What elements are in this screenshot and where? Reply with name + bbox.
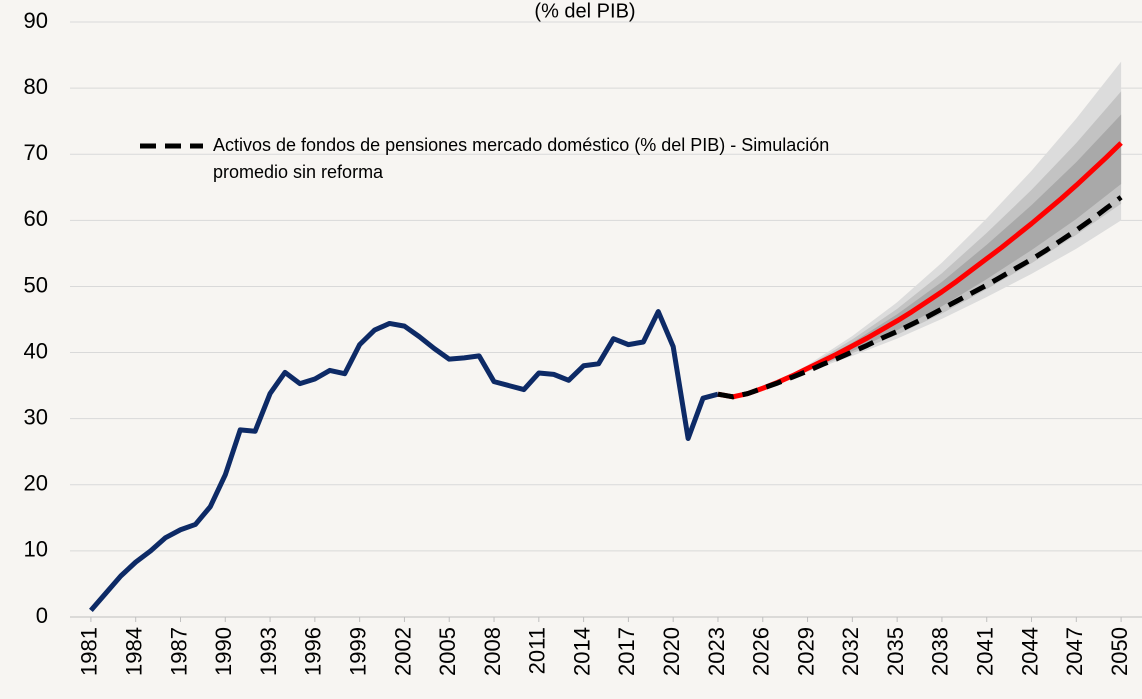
x-tick-label: 2041 xyxy=(973,627,998,676)
x-tick-label: 2023 xyxy=(704,627,729,676)
axes: 0 10 20 30 40 50 60 70 80 90 1981 1984 1987 1990 1993 1… xyxy=(24,8,1142,676)
x-tick-label: 2020 xyxy=(659,627,684,676)
y-tick-label: 70 xyxy=(24,140,48,165)
legend-label: Activos de fondos de pensiones mercado d… xyxy=(213,135,830,182)
y-tick-label: 90 xyxy=(24,8,48,33)
x-tick-label: 1987 xyxy=(166,627,191,676)
y-tick-label: 50 xyxy=(24,272,48,297)
x-tick-label: 1990 xyxy=(211,627,236,676)
legend: Activos de fondos de pensiones mercado d… xyxy=(140,135,830,182)
fan-band xyxy=(762,91,1122,389)
x-tick-label: 2038 xyxy=(928,627,953,676)
x-tick-label: 2002 xyxy=(390,627,415,676)
x-tick-label: 2026 xyxy=(749,627,774,676)
x-tick-label: 2044 xyxy=(1017,627,1042,676)
chart-title: (% del PIB) xyxy=(534,0,635,22)
x-tick-label: 2011 xyxy=(525,627,550,674)
x-tick-label: 1999 xyxy=(345,627,370,676)
y-tick-label: 0 xyxy=(36,603,48,628)
series-line xyxy=(717,141,1123,400)
y-tick-label: 40 xyxy=(24,338,48,363)
fan-bands xyxy=(762,61,1122,389)
y-tick-label: 30 xyxy=(24,404,48,429)
x-tick-label: 2014 xyxy=(569,627,594,676)
x-tick-label: 2008 xyxy=(480,627,505,676)
x-tick-label: 1984 xyxy=(122,627,147,676)
y-tick-label: 60 xyxy=(24,206,48,231)
x-tick-label: 1996 xyxy=(301,627,326,676)
x-tick-label: 2047 xyxy=(1062,627,1087,676)
y-tick-label: 10 xyxy=(24,537,48,562)
x-tick-label: 2005 xyxy=(435,627,460,676)
x-tick-label: 1981 xyxy=(77,627,102,676)
x-tick-label: 2017 xyxy=(614,627,639,676)
y-tick-label: 80 xyxy=(24,74,48,99)
legend-label-box: Activos de fondos de pensiones mercado d… xyxy=(213,135,830,182)
x-tick-label: 2035 xyxy=(883,627,908,676)
x-tick-label: 1993 xyxy=(256,627,281,676)
x-tick-label: 2032 xyxy=(838,627,863,676)
y-tick-label: 20 xyxy=(24,471,48,496)
x-tick-label: 2050 xyxy=(1107,627,1132,676)
series-line xyxy=(89,309,719,613)
lines xyxy=(89,141,1123,613)
x-tick-label: 2029 xyxy=(793,627,818,676)
